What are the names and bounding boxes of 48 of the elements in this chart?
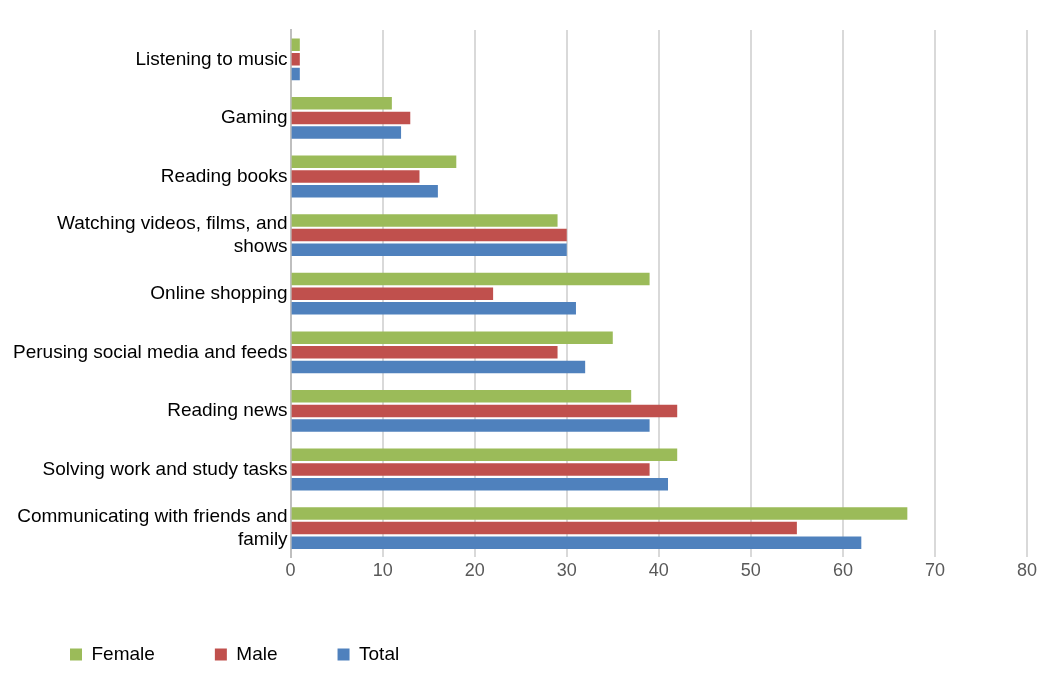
- bar: [291, 331, 613, 344]
- bar: [291, 536, 862, 549]
- y-tick-label: Perusing social media and feeds: [13, 340, 288, 362]
- bar: [291, 448, 678, 462]
- y-tick-label: Gaming: [221, 106, 288, 128]
- bar: [291, 184, 438, 198]
- bar: [291, 126, 402, 139]
- bar: [291, 67, 300, 81]
- bar: [291, 243, 567, 256]
- bar: [291, 155, 457, 169]
- bar: [291, 53, 300, 66]
- x-tick-label: 30: [556, 560, 577, 581]
- bar: [291, 38, 300, 51]
- y-tick-label: Communicating with friends and family: [17, 504, 289, 549]
- x-tick-label: 0: [285, 560, 296, 581]
- x-tick-label: 50: [740, 560, 761, 581]
- x-tick-label: 20: [464, 560, 485, 581]
- bar: [291, 302, 576, 315]
- bar: [291, 390, 632, 403]
- bar: [291, 214, 558, 227]
- bar: [291, 404, 678, 418]
- legend-label: Total: [359, 642, 400, 664]
- bar: [291, 111, 411, 125]
- y-tick-label: Listening to music: [135, 47, 288, 69]
- x-tick-label: 40: [648, 560, 669, 581]
- bar: [291, 272, 650, 286]
- bar: [291, 170, 420, 183]
- x-tick-label: 70: [924, 560, 945, 581]
- bar: [291, 521, 797, 535]
- y-tick-label: Online shopping: [150, 281, 288, 303]
- bar: [291, 97, 392, 110]
- legend-label: Female: [91, 642, 155, 664]
- bar: [291, 287, 494, 300]
- y-tick-label: Reading books: [160, 164, 288, 186]
- x-tick-label: 10: [372, 560, 393, 581]
- bar: [291, 463, 650, 476]
- x-tick-label: 60: [832, 560, 853, 581]
- bar: [291, 228, 567, 242]
- legend-label: Male: [236, 642, 278, 664]
- bar: [291, 360, 586, 374]
- bar: [291, 477, 669, 491]
- bar: [291, 507, 908, 520]
- bar: [291, 419, 650, 432]
- y-tick-label: Watching videos, films, and shows: [57, 211, 288, 256]
- y-tick-label: Reading news: [167, 399, 288, 421]
- bar: [291, 346, 558, 359]
- x-tick-label: 80: [1016, 560, 1038, 581]
- y-tick-label: Solving work and study tasks: [42, 457, 288, 479]
